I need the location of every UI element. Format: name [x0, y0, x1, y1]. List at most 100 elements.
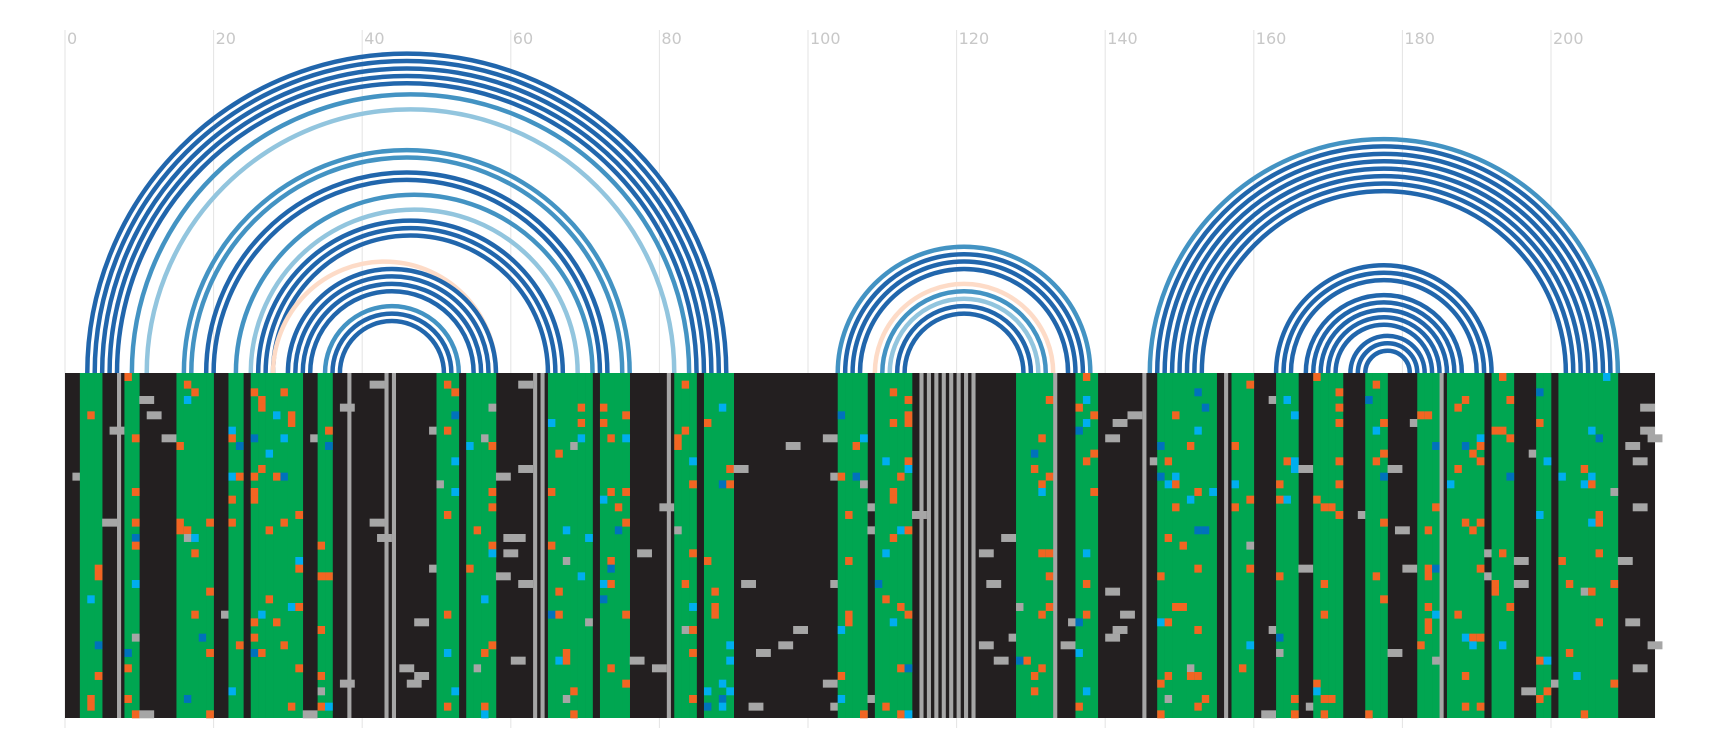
- heatmap-paired-column: [1454, 373, 1463, 718]
- heatmap-cell: [622, 610, 630, 619]
- heatmap-cell: [191, 610, 200, 619]
- heatmap-cell: [443, 511, 452, 519]
- heatmap-cell: [1328, 503, 1336, 512]
- heatmap-cell: [1045, 472, 1054, 481]
- heatmap-cell: [287, 419, 296, 427]
- heatmap-cell: [495, 472, 511, 481]
- heatmap-cell: [302, 710, 318, 719]
- heatmap-cell: [1194, 702, 1203, 711]
- helix-arc: [300, 281, 484, 374]
- heatmap-cell: [889, 618, 898, 627]
- heatmap-cell: [897, 664, 905, 673]
- heatmap-paired-column: [1320, 373, 1329, 718]
- heatmap-gap-column: [971, 373, 976, 718]
- heatmap-cell: [741, 580, 756, 588]
- heatmap-gap-column: [533, 373, 538, 718]
- heatmap-cell: [555, 656, 564, 665]
- heatmap-cell: [503, 549, 519, 558]
- helix-arc: [835, 244, 1093, 374]
- heatmap-paired-column: [325, 373, 333, 718]
- heatmap-cell: [674, 442, 682, 450]
- heatmap-cell: [993, 656, 1009, 665]
- heatmap-cell: [1551, 679, 1566, 688]
- heatmap-cell: [889, 419, 898, 427]
- helix-arc: [189, 155, 625, 374]
- heatmap-cell: [94, 572, 103, 581]
- heatmap-cell: [518, 580, 534, 588]
- helix-arc: [263, 225, 558, 374]
- heatmap-cell: [295, 557, 304, 565]
- heatmap-cell: [1424, 564, 1433, 573]
- heatmap-cell: [1276, 649, 1284, 657]
- heatmap-cell: [488, 488, 497, 496]
- heatmap-cell: [1290, 695, 1299, 703]
- heatmap-cell: [1461, 396, 1470, 404]
- heatmap-paired-column: [599, 373, 608, 718]
- heatmap-cell: [1580, 465, 1589, 473]
- heatmap-paired-column: [1432, 373, 1440, 718]
- heatmap-paired-column: [1164, 373, 1173, 718]
- heatmap-cell: [131, 541, 140, 550]
- heatmap-cell: [674, 434, 682, 443]
- heatmap-cell: [555, 610, 564, 619]
- heatmap-cell: [466, 442, 474, 450]
- heatmap-paired-column: [1283, 373, 1292, 718]
- heatmap-cell: [570, 710, 578, 719]
- heatmap-gap-column: [540, 373, 545, 718]
- heatmap-cell: [1417, 641, 1425, 650]
- heatmap-cell: [1588, 518, 1596, 527]
- heatmap-paired-column: [1172, 373, 1180, 718]
- heatmap-cell: [1603, 373, 1611, 381]
- heatmap-paired-column: [481, 373, 489, 718]
- helix-arc: [248, 207, 580, 374]
- heatmap-cell: [1476, 457, 1485, 466]
- heatmap-paired-column: [837, 373, 846, 718]
- heatmap-cell: [845, 511, 853, 519]
- heatmap-cell: [1536, 511, 1544, 519]
- heatmap-cell: [897, 526, 905, 535]
- heatmap-cell: [228, 518, 237, 527]
- heatmap-cell: [1038, 434, 1047, 443]
- heatmap-cell: [1105, 633, 1121, 642]
- heatmap-cell: [1038, 664, 1047, 673]
- heatmap-cell: [1276, 572, 1284, 581]
- heatmap-cell: [495, 572, 511, 581]
- heatmap-cell: [1298, 564, 1314, 573]
- heatmap-cell: [1380, 419, 1388, 427]
- heatmap-cell: [1432, 656, 1440, 665]
- heatmap-cell: [577, 403, 586, 412]
- heatmap-cell: [176, 518, 185, 527]
- heatmap-cell: [414, 618, 430, 627]
- heatmap-paired-column: [87, 373, 96, 718]
- heatmap-cell: [1380, 449, 1388, 458]
- heatmap-cell: [681, 580, 690, 588]
- heatmap-cell: [399, 664, 415, 673]
- helix-arc: [872, 281, 1056, 374]
- heatmap-cell: [94, 672, 103, 680]
- heatmap-cell: [1194, 626, 1203, 634]
- heatmap-cell: [1640, 426, 1656, 435]
- heatmap-cell: [1543, 656, 1552, 665]
- heatmap-paired-column: [607, 373, 616, 718]
- heatmap-cell: [1476, 633, 1485, 642]
- heatmap-cell: [1157, 679, 1165, 688]
- heatmap-cell: [1506, 603, 1515, 611]
- heatmap-paired-column: [622, 373, 630, 718]
- heatmap-cell: [265, 526, 274, 535]
- helix-arcs: [85, 51, 1621, 374]
- heatmap-cell: [1290, 411, 1299, 420]
- heatmap-cell: [1082, 396, 1091, 404]
- heatmap-cell: [562, 656, 571, 665]
- heatmap-cell: [570, 687, 578, 696]
- heatmap-cell: [1498, 641, 1507, 650]
- heatmap-cell: [703, 702, 712, 711]
- heatmap-paired-column: [206, 373, 214, 718]
- heatmap-cell: [1082, 610, 1091, 619]
- helix-arc: [293, 274, 491, 374]
- heatmap-cell: [1528, 449, 1544, 458]
- heatmap-cell: [1090, 488, 1099, 496]
- heatmap-cell: [1558, 557, 1567, 565]
- heatmap-paired-column: [191, 373, 200, 718]
- heatmap-cell: [206, 649, 214, 657]
- heatmap-cell: [510, 534, 526, 542]
